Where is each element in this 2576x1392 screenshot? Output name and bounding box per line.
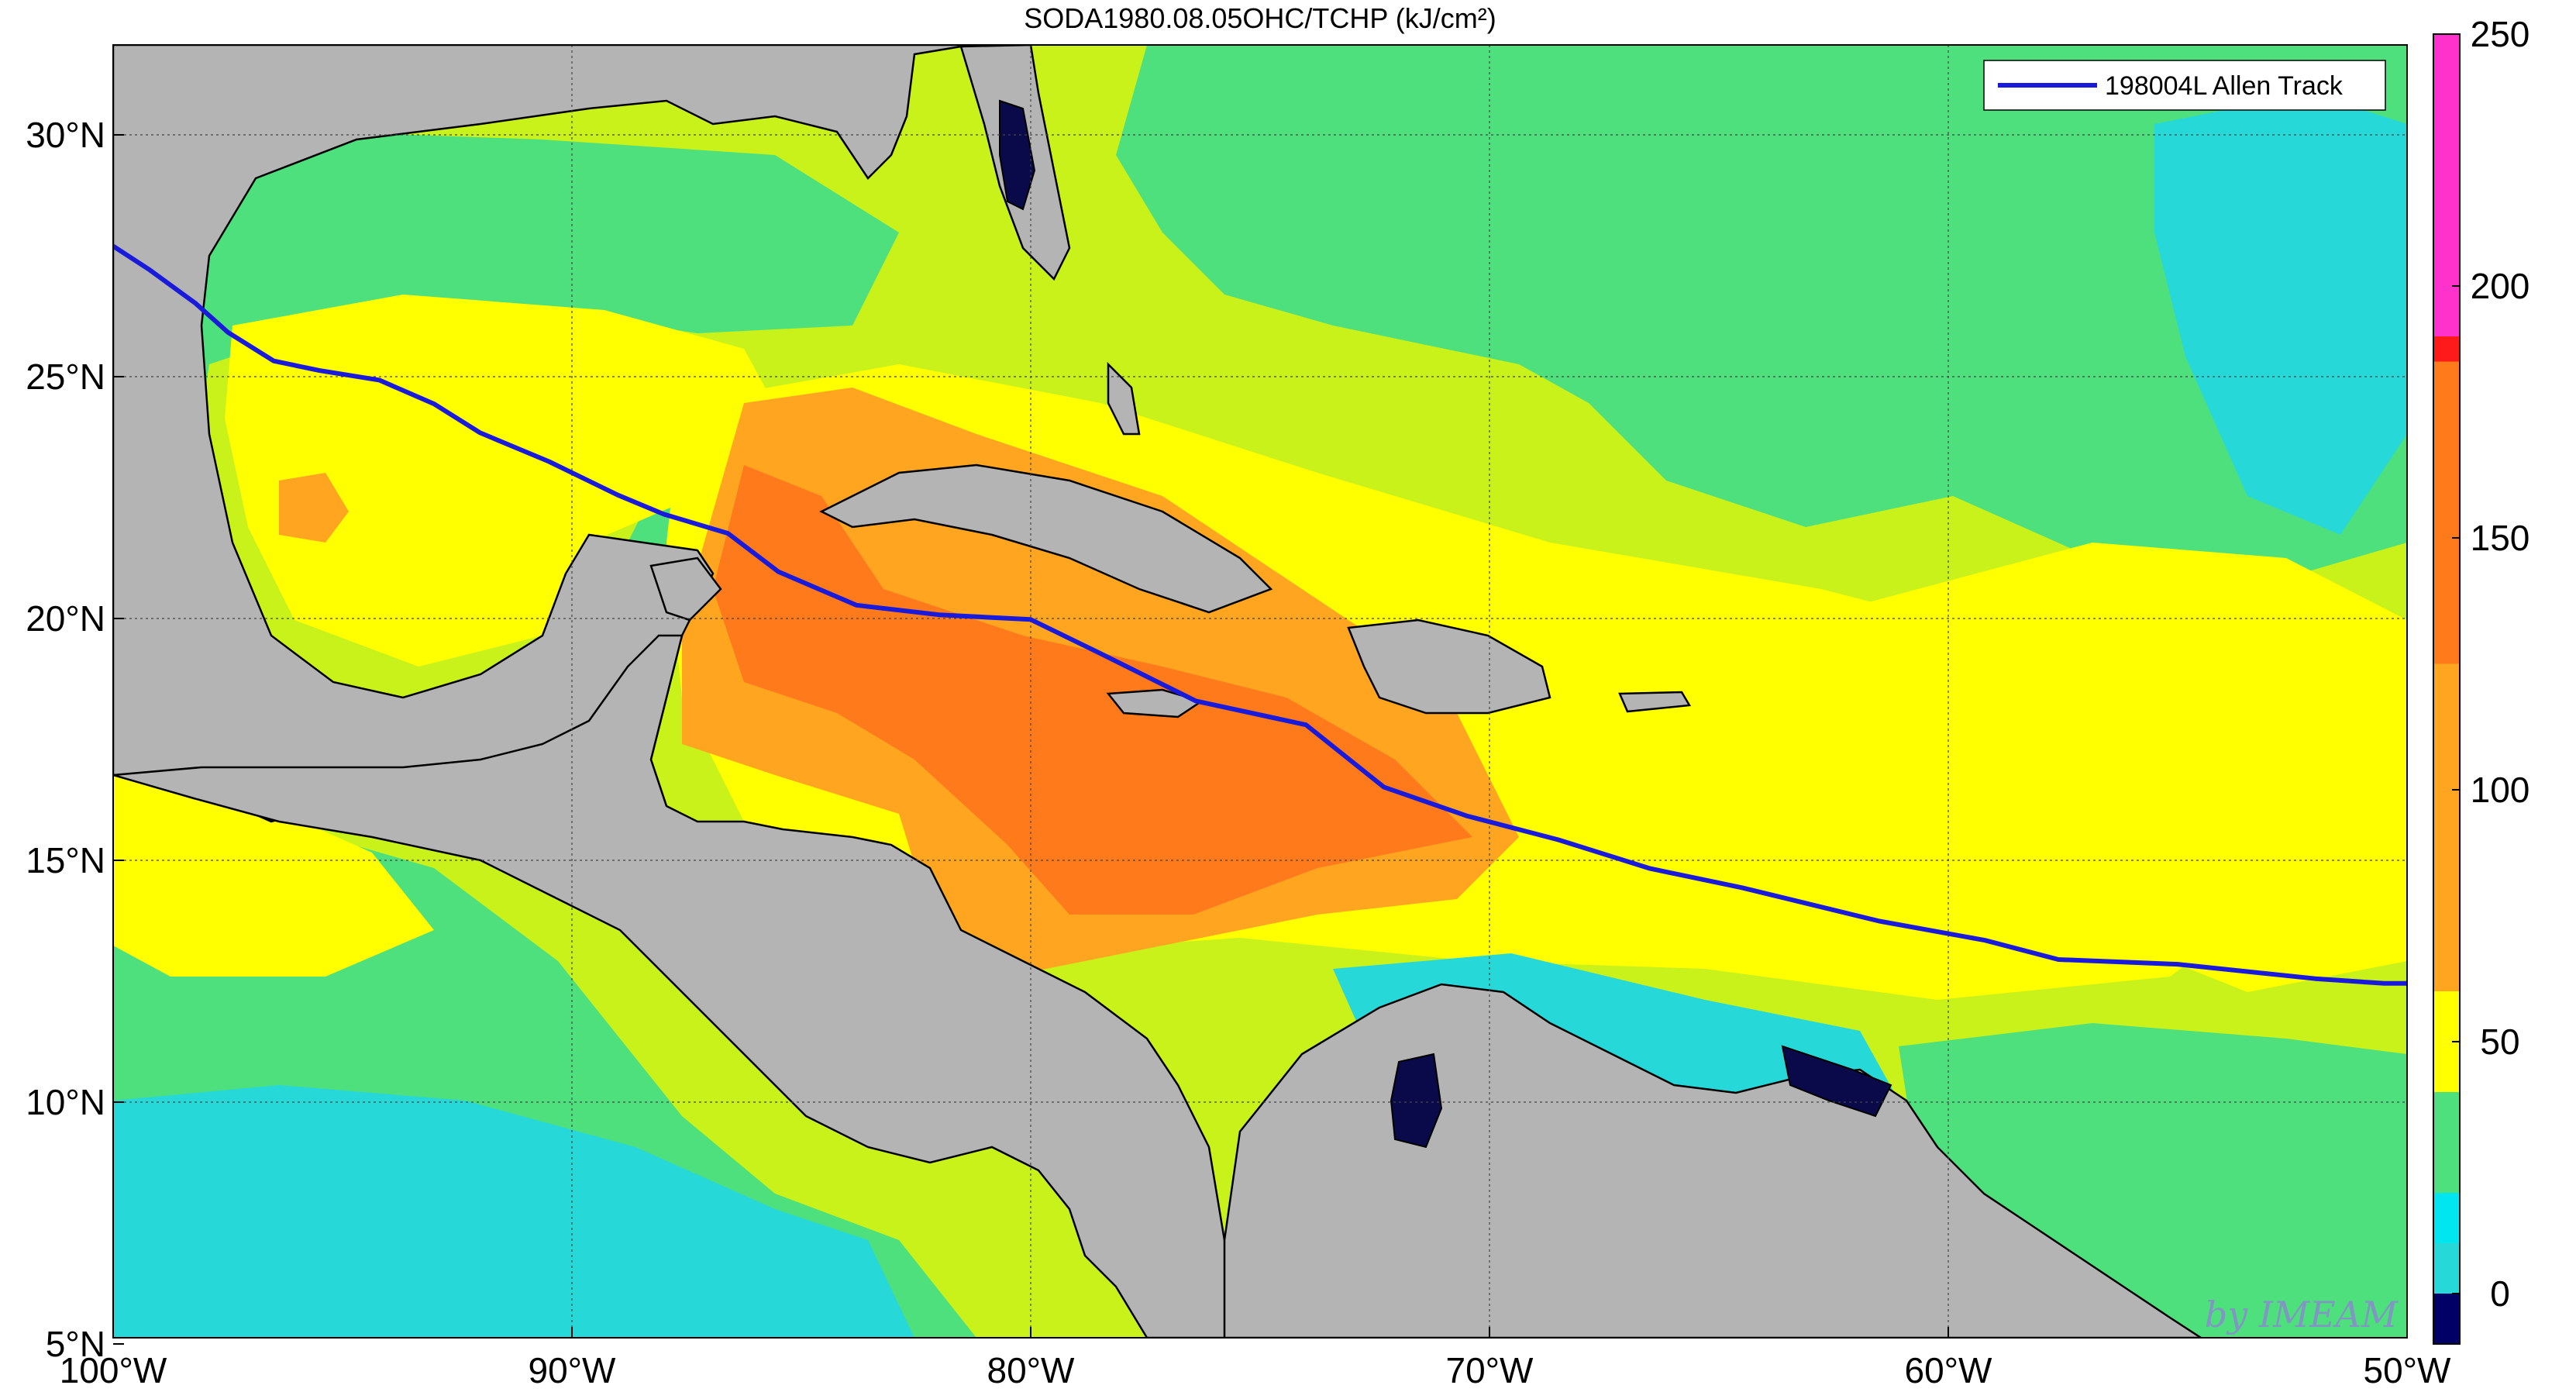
colorbar-band [2433,1243,2460,1294]
land-south-america [1223,983,2203,1338]
lake-maracaibo [1390,1053,1443,1149]
x-tick-label: 60°W [1905,1350,1993,1390]
ocean-yellow-atlantic-east [1860,543,2407,992]
lake-okeechobee [999,99,1036,211]
land-yucatan-tip [649,556,722,622]
y-tick-label: 5°N [46,1324,105,1364]
graticule [113,45,2407,1338]
colorbar-tick-label: 150 [2471,518,2530,558]
colorbar-band [2433,361,2460,664]
land-hispaniola [1347,618,1551,715]
x-tick-label: 70°W [1446,1350,1534,1390]
colorbar-tick-label: 50 [2480,1022,2519,1062]
map-frame [112,44,2408,1339]
x-tick-label: 50°W [2364,1350,2452,1390]
colorbar-bands [2433,34,2460,1344]
colorbar-tick-label: 100 [2471,770,2530,810]
ocean-green-atlantic [1116,45,2407,589]
x-tick-label: 80°W [987,1350,1076,1390]
colorbar-ticks: 0 50 100 150 200 250 [2452,14,2530,1314]
colorbar: 0 50 100 150 200 250 [2433,14,2530,1345]
inland-water [999,99,1892,1149]
lake-valencia [1781,1045,1892,1118]
ocean-yellow-gulf [225,295,790,667]
land-puerto-rico [1618,691,1692,713]
colorbar-band [2433,1193,2460,1243]
colorbar-band [2433,34,2460,336]
legend: 198004L Allen Track [1983,60,2386,111]
colorbar-frame [2433,33,2461,1345]
credit-watermark: by IMEAM [2205,1294,2399,1335]
land-masses [113,45,2203,1338]
ocean-yellow-pacific [113,775,434,977]
map-title: SODA1980.08.05OHC/TCHP (kJ/cm²) [1024,2,1496,34]
land-cuba [819,463,1273,614]
ocean-cyan-pacific [113,1085,914,1338]
colorbar-tick-label: 200 [2471,266,2530,306]
colorbar-tick-label: 250 [2471,14,2530,54]
y-tick-label: 30°N [26,115,105,155]
land-bahamas-andros [1107,361,1141,436]
colorbar-band [2433,663,2460,991]
x-axis-labels: 100°W 90°W 80°W 70°W 60°W 50°W [60,1350,2451,1390]
map-area [113,45,2407,1338]
tick-marks [112,134,2408,1345]
colorbar-tick-label: 0 [2490,1273,2510,1314]
y-tick-label: 20°N [26,598,105,639]
x-tick-label: 90°W [529,1350,617,1390]
legend-label: 198004L Allen Track [2105,71,2344,101]
ocean-cyan-ne [2154,93,2407,535]
y-axis-labels: 5°N 10°N 15°N 20°N 25°N 30°N [26,115,105,1364]
ocean-green-gulf [147,132,899,721]
x-tick-label: 100°W [60,1350,167,1390]
ocean-orange-gulf [279,473,349,543]
allen-track-line [113,243,2407,986]
colorbar-band [2433,1092,2460,1193]
ocean-darkorange-caribbean [713,465,1472,915]
y-tick-label: 25°N [26,357,105,397]
y-tick-label: 15°N [26,840,105,880]
land-central-america [113,634,1242,1338]
land-jamaica [1106,688,1204,718]
colorbar-band [2433,1294,2460,1344]
y-tick-label: 10°N [26,1082,105,1122]
colorbar-band [2433,336,2460,362]
